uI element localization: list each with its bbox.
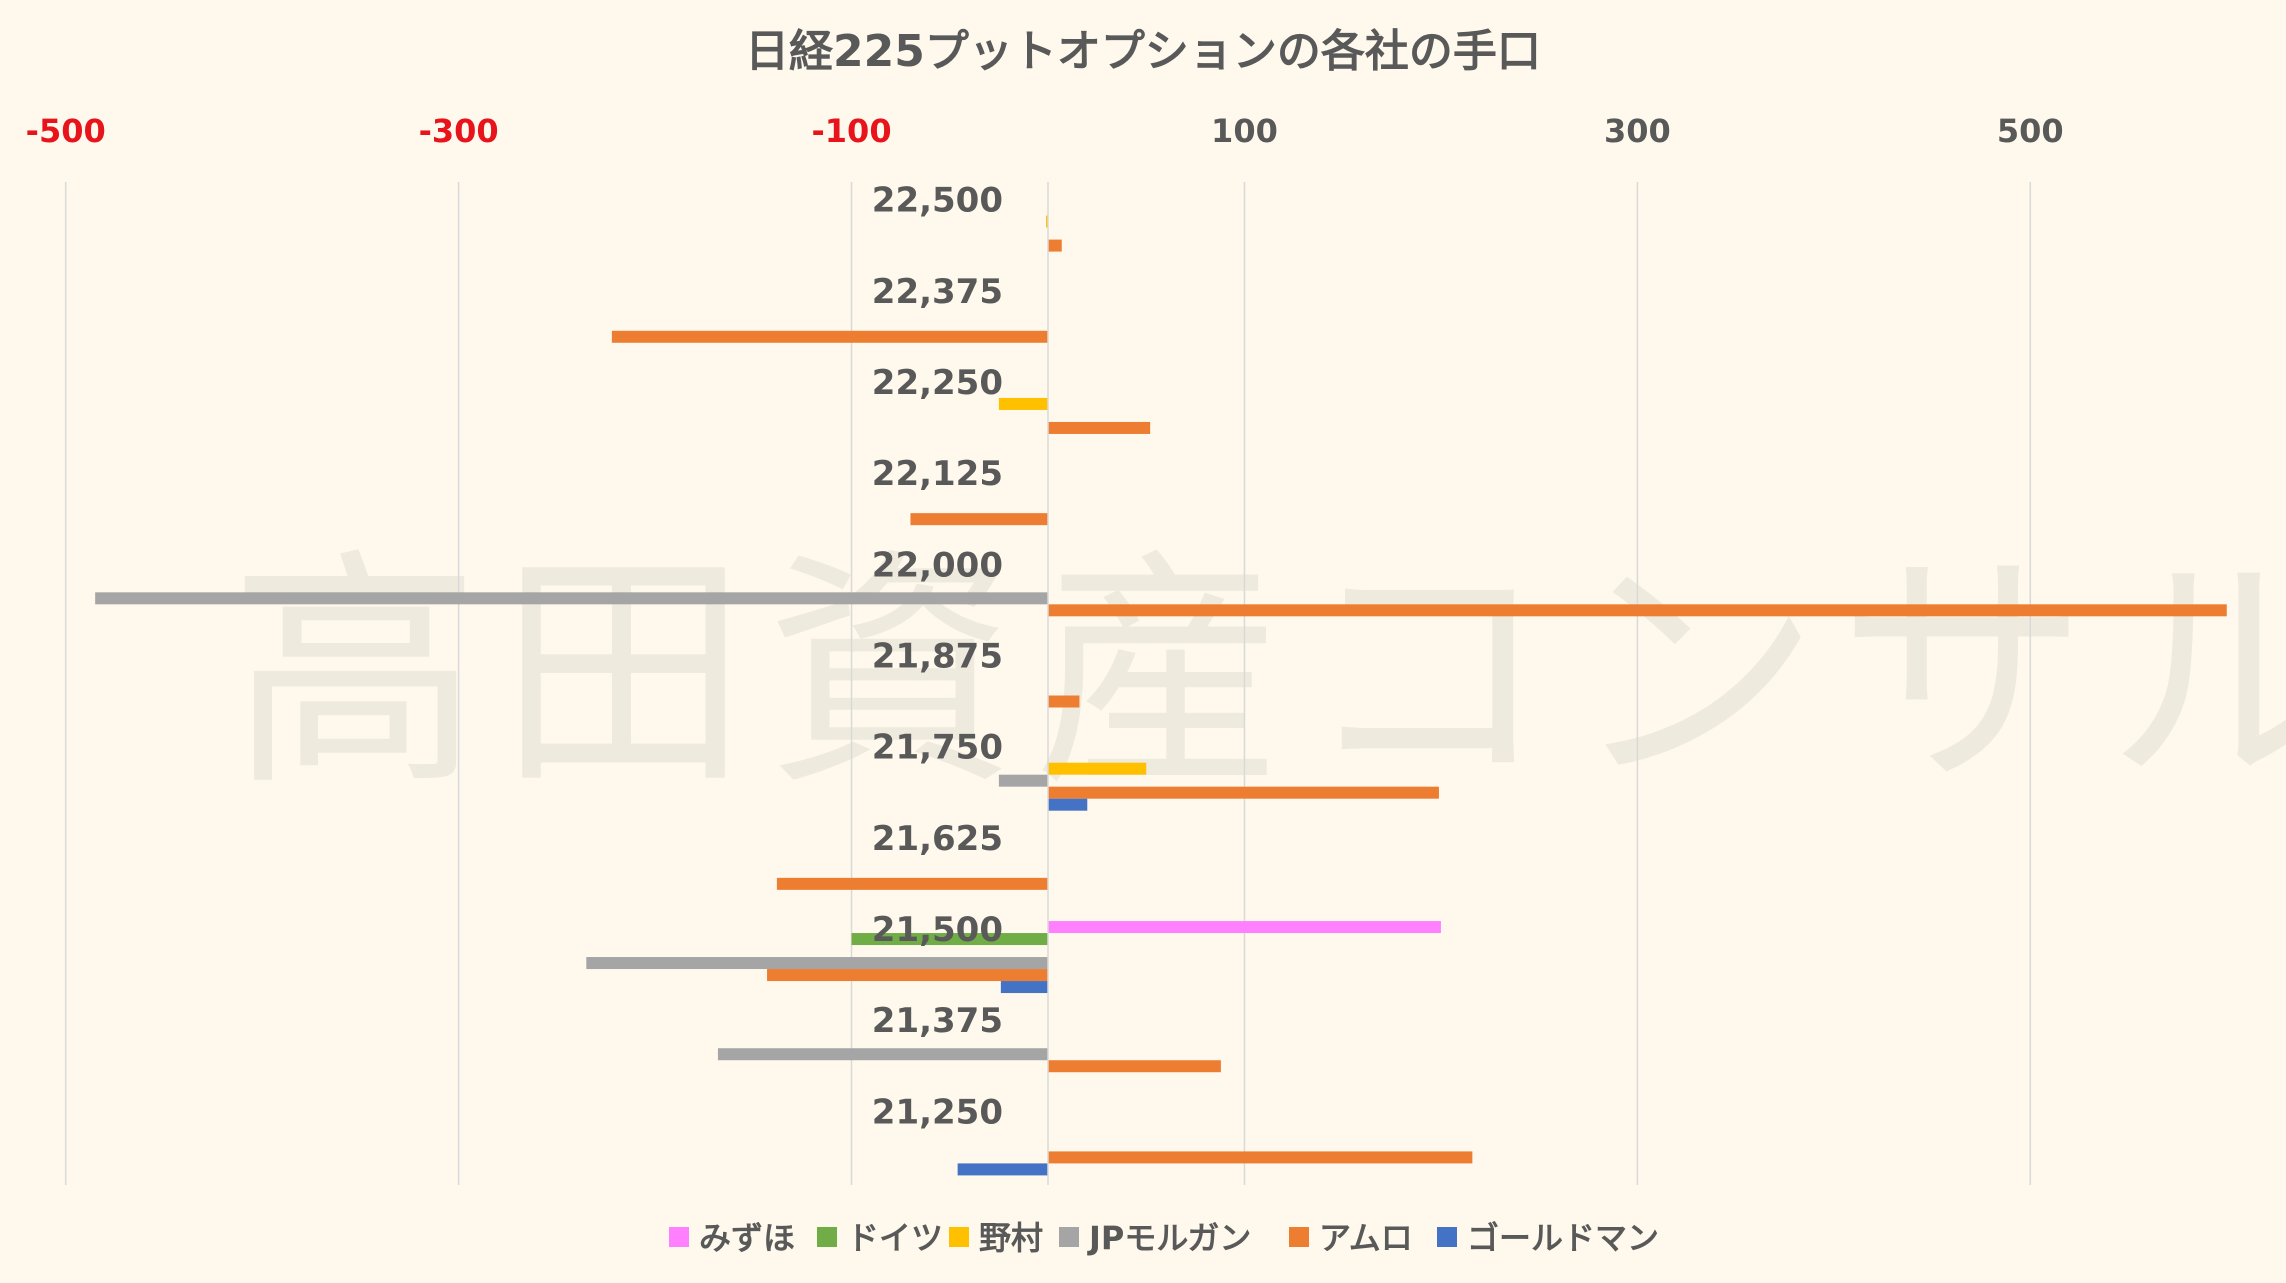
category-label: 22,500: [872, 181, 1003, 221]
bar: [1048, 695, 1080, 708]
category-label: 22,375: [872, 272, 1003, 312]
category-label: 21,875: [872, 637, 1003, 677]
bar: [1048, 1060, 1221, 1073]
bar: [1048, 921, 1441, 934]
legend-swatch: [1437, 1227, 1457, 1247]
category-label: 22,250: [872, 363, 1003, 403]
legend-label: アムロ: [1319, 1219, 1413, 1257]
gridlines: [64, 182, 2032, 1185]
bar: [1048, 239, 1062, 252]
category-label: 22,000: [872, 545, 1003, 585]
legend-label: 野村: [979, 1219, 1043, 1257]
category-label: 22,125: [872, 454, 1003, 494]
x-tick-label: -100: [812, 112, 892, 150]
legend-swatch: [1059, 1227, 1079, 1247]
x-tick-label: 300: [1604, 112, 1671, 150]
bar: [1048, 421, 1151, 434]
watermark-text: 高田資産コンサル: [230, 528, 2286, 819]
bar: [998, 774, 1048, 787]
x-tick-label: 100: [1211, 112, 1278, 150]
bar: [1000, 981, 1048, 994]
category-label: 21,250: [872, 1092, 1003, 1132]
bar: [611, 330, 1048, 343]
x-tick-label: -500: [26, 112, 106, 150]
category-label: 21,500: [872, 910, 1003, 950]
legend-label: ドイツ: [847, 1219, 943, 1257]
bar: [1048, 604, 2227, 617]
category-label: 21,750: [872, 728, 1003, 768]
legend-swatch: [817, 1227, 837, 1247]
chart-title: 日経225プットオプションの各社の手口: [745, 26, 1541, 77]
legend-label: みずほ: [699, 1219, 795, 1257]
category-label: 21,375: [872, 1001, 1003, 1041]
x-axis-ticks: -500 -300 -100 100 300 500: [26, 112, 2064, 150]
x-tick-label: -300: [419, 112, 499, 150]
bar-series: [95, 182, 2227, 1185]
bar: [1048, 1151, 1473, 1164]
bar: [95, 592, 1048, 605]
legend-label: ゴールドマン: [1467, 1219, 1659, 1257]
legend-label: JPモルガン: [1087, 1219, 1251, 1257]
bar: [586, 957, 1048, 970]
category-label: 21,625: [872, 819, 1003, 859]
bar: [998, 397, 1048, 410]
bar: [910, 513, 1048, 526]
legend-swatch: [949, 1227, 969, 1247]
bar: [1046, 215, 1048, 228]
legend: みずほ ドイツ 野村 JPモルガン アムロ ゴールドマン: [669, 1219, 1659, 1257]
bar: [776, 877, 1048, 890]
x-tick-label: 500: [1997, 112, 2064, 150]
bar: [1048, 786, 1439, 799]
bar: [957, 1163, 1048, 1176]
bar: [851, 933, 1048, 946]
legend-swatch: [669, 1227, 689, 1247]
bar: [1048, 798, 1088, 811]
bar: [767, 969, 1048, 982]
bar: [1048, 762, 1147, 775]
bar: [717, 1048, 1048, 1061]
legend-swatch: [1289, 1227, 1309, 1247]
y-axis-labels: 22,500 22,375 22,250 22,125 22,000 21,875 21,7…: [872, 181, 1003, 1133]
